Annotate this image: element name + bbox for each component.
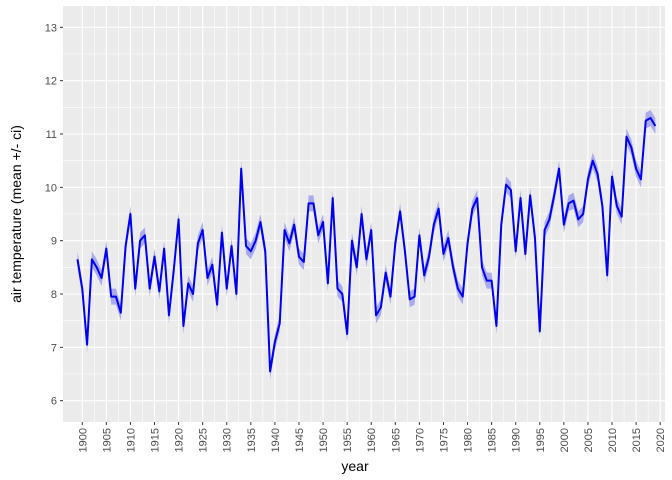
x-tick-label: 1980	[463, 428, 475, 452]
y-axis-ticks: 6 7 8 9 10 11 12 13	[45, 22, 63, 408]
y-tick-label: 11	[46, 129, 57, 141]
x-tick-label: 1945	[294, 428, 306, 452]
x-tick-label: 1915	[150, 428, 162, 452]
x-tick-label: 1970	[414, 428, 426, 452]
x-tick-label: 1950	[318, 428, 330, 452]
x-tick-label: 1920	[174, 428, 186, 452]
x-axis-ticks: 1900 1905 1910 1915 1920 1925 1930 1935 1940 1945…	[77, 422, 667, 452]
y-tick-label: 9	[51, 236, 57, 248]
y-tick-label: 8	[51, 289, 57, 301]
y-tick-label: 6	[51, 396, 57, 408]
major-gridlines	[63, 6, 665, 422]
x-tick-label: 1910	[125, 428, 137, 452]
x-tick-label: 1935	[246, 428, 258, 452]
x-tick-label: 1985	[487, 428, 499, 452]
x-tick-label: 1975	[438, 428, 450, 452]
x-axis-title: year	[341, 458, 369, 474]
x-tick-label: 1960	[366, 428, 378, 452]
y-axis-title: air temperature (mean +/- ci)	[8, 125, 24, 303]
x-tick-label: 1940	[270, 428, 282, 452]
x-tick-label: 1990	[511, 428, 523, 452]
y-tick-label: 7	[51, 342, 57, 354]
temperature-line	[76, 117, 657, 373]
x-tick-label: 1930	[222, 428, 234, 452]
y-tick-label: 10	[45, 182, 57, 194]
x-tick-label: 2000	[559, 428, 571, 452]
x-tick-label: 1900	[77, 428, 89, 452]
x-tick-label: 1905	[101, 428, 113, 452]
x-tick-label: 1955	[342, 428, 354, 452]
y-tick-label: 12	[45, 76, 57, 88]
x-tick-label: 2010	[607, 428, 619, 452]
x-tick-label: 2020	[655, 428, 667, 452]
x-tick-label: 1965	[390, 428, 402, 452]
y-tick-label: 13	[45, 22, 57, 34]
x-tick-label: 1995	[535, 428, 547, 452]
x-tick-label: 1925	[198, 428, 210, 452]
x-tick-label: 2015	[631, 428, 643, 452]
x-tick-label: 2005	[583, 428, 595, 452]
